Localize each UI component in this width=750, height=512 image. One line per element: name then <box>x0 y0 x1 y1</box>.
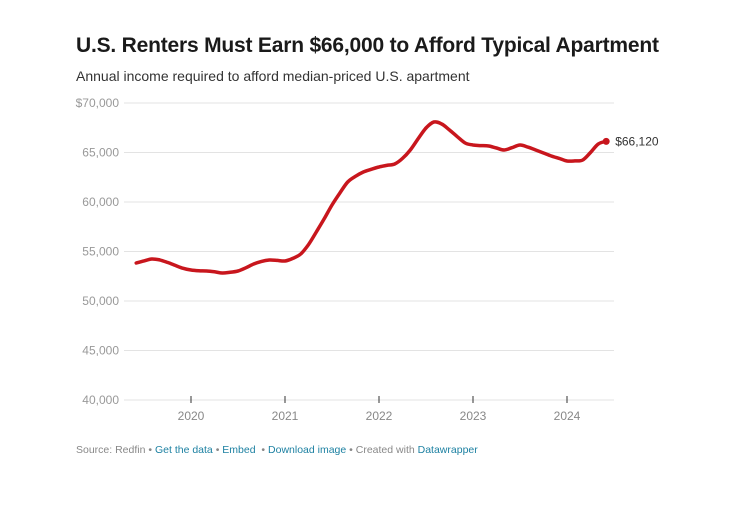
series-group <box>134 120 610 275</box>
download-image-link[interactable]: Download image <box>268 444 347 456</box>
separator: • <box>258 444 269 456</box>
x-tick-label: 2022 <box>366 409 393 423</box>
x-axis-ticks: 2020 2021 2022 2023 2024 <box>178 396 581 423</box>
x-tick-label: 2024 <box>554 409 581 423</box>
end-value-label: $66,120 <box>615 134 659 148</box>
y-tick-label: 55,000 <box>82 245 119 259</box>
created-with-text: Created with <box>355 444 415 456</box>
x-tick-label: 2023 <box>460 409 487 423</box>
gridlines <box>124 102 614 401</box>
chart-subtitle: Annual income required to afford median-… <box>76 68 470 84</box>
end-point-marker <box>602 137 610 145</box>
y-tick-label: 50,000 <box>82 294 119 308</box>
y-tick-label: 45,000 <box>82 344 119 358</box>
y-tick-label: 40,000 <box>82 393 119 407</box>
x-tick-label: 2020 <box>178 409 205 423</box>
source-text: Source: Redfin <box>76 444 146 456</box>
footer: Source: Redfin • Get the data • Embed • … <box>76 444 478 456</box>
separator: • <box>145 444 155 456</box>
y-tick-label: $70,000 <box>76 96 120 110</box>
chart-title: U.S. Renters Must Earn $66,000 to Afford… <box>76 34 659 57</box>
get-data-link[interactable]: Get the data <box>154 444 213 456</box>
y-tick-label: 60,000 <box>82 195 119 209</box>
y-tick-label: 65,000 <box>82 146 119 160</box>
series-line <box>134 120 608 275</box>
x-tick-label: 2021 <box>272 409 299 423</box>
separator: • <box>212 444 223 456</box>
datawrapper-link[interactable]: Datawrapper <box>417 444 478 456</box>
separator: • <box>346 444 356 456</box>
embed-link[interactable]: Embed <box>222 444 256 456</box>
y-axis-ticks: 40,000 45,000 50,000 55,000 60,000 65,000 $70,… <box>76 96 120 407</box>
